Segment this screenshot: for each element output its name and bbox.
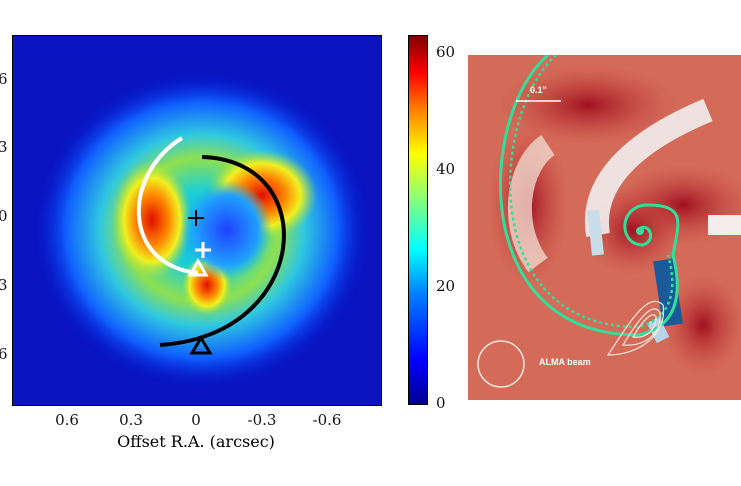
left-heatmap bbox=[12, 35, 382, 406]
green-solid-spiral bbox=[498, 55, 680, 337]
plot-frame bbox=[12, 35, 382, 406]
white-contours bbox=[606, 300, 665, 356]
black-cross-marker bbox=[188, 210, 204, 226]
y-tick: 3 bbox=[0, 138, 8, 156]
beam-label: ALMA beam bbox=[539, 357, 591, 367]
x-tick: 0.6 bbox=[55, 411, 79, 429]
x-axis-label: Offset R.A. (arcsec) bbox=[117, 432, 275, 451]
colorbar-tick: 0 bbox=[436, 394, 446, 412]
right-panel: 0.1" ALMA beam bbox=[468, 55, 741, 400]
y-tick: 6 bbox=[0, 70, 8, 88]
black-triangle-marker bbox=[189, 335, 213, 355]
x-tick: -0.6 bbox=[312, 411, 342, 429]
scale-bar-label: 0.1" bbox=[530, 85, 547, 95]
white-triangle-marker bbox=[187, 257, 209, 277]
white-cross-marker bbox=[195, 242, 211, 258]
colorbar-tick: 40 bbox=[436, 160, 456, 178]
hotspot-east bbox=[112, 160, 192, 280]
x-tick: -0.3 bbox=[247, 411, 277, 429]
y-tick: 6 bbox=[0, 345, 8, 363]
black-spiral-arc bbox=[159, 155, 286, 347]
x-tick: 0 bbox=[191, 411, 201, 429]
white-spiral-arc bbox=[137, 136, 199, 275]
colorbar-tick: 60 bbox=[436, 43, 456, 61]
right-heatmap bbox=[468, 55, 741, 400]
y-tick: 0 bbox=[0, 207, 8, 225]
green-dotted-spiral bbox=[508, 55, 674, 329]
colorbar bbox=[408, 35, 428, 405]
green-center-marker bbox=[636, 227, 644, 235]
colorbar-tick: 20 bbox=[436, 277, 456, 295]
x-tick: 0.3 bbox=[119, 411, 143, 429]
alma-beam-ellipse bbox=[477, 340, 525, 388]
y-tick: 3 bbox=[0, 276, 8, 294]
